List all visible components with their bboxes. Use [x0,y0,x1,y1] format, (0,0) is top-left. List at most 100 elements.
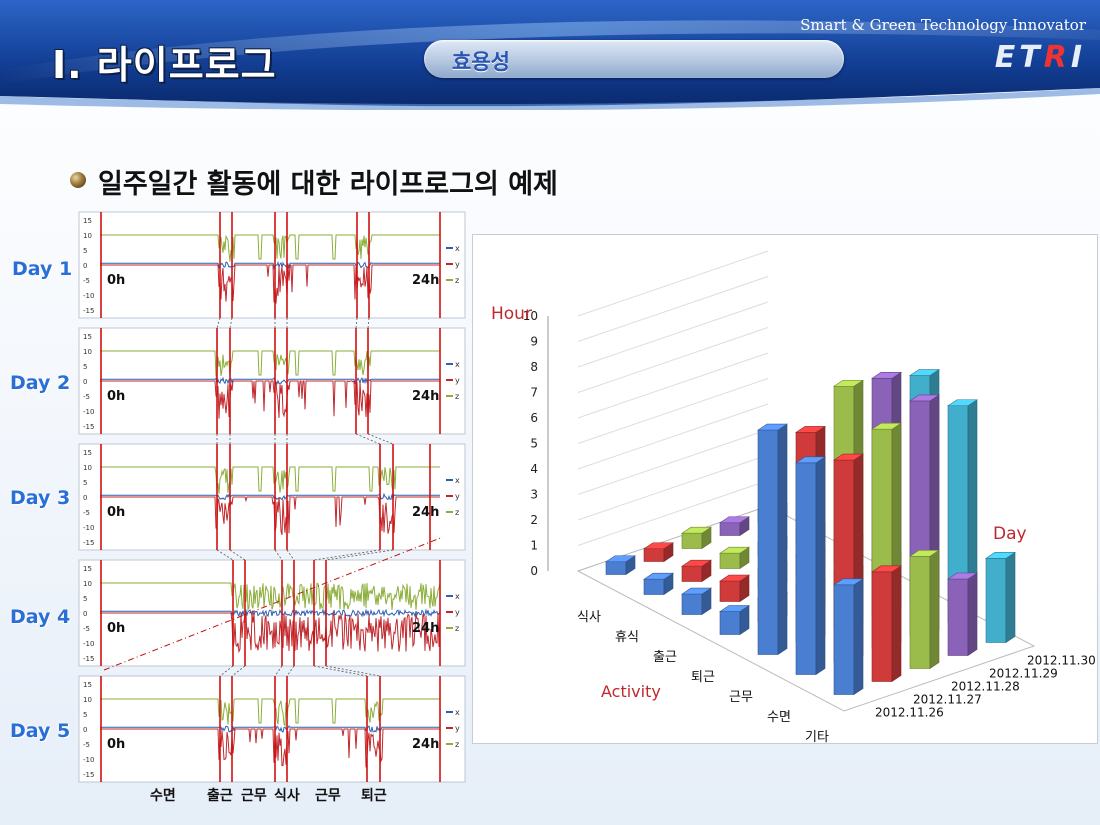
hour-tick-label: 10 [523,309,538,323]
ytick-label: -5 [83,509,90,517]
bar-front-face [643,548,665,562]
bar-top-face [871,565,902,573]
ytick-label: 0 [83,262,87,270]
ytick-label: 15 [83,681,92,689]
ytick-label: -5 [83,625,90,633]
bar-top-face [757,423,788,431]
day-panel-3: 15 10 5 0 -5 -10 -15 xyz 0h 24h [78,443,466,551]
legend-label-x: x [455,592,460,601]
bar-2012.11.26-식사 [605,555,636,576]
ytick-label: -10 [83,524,94,532]
ytick-label: 5 [83,363,87,371]
panel-connector [219,665,234,677]
series-x-line [100,260,440,270]
legend-label-x: x [455,708,460,717]
start-time-label: 0h [107,737,125,752]
bar-2012.11.27-휴식 [681,559,712,583]
bar-top-face [909,369,940,376]
section-pill-label: 효용성 [452,50,510,74]
activity-tick-label: 식사 [577,610,601,625]
series-y-line [100,728,440,768]
ytick-label: 10 [83,696,92,704]
hour-gridline [577,454,769,521]
ytick-label: 15 [83,449,92,457]
bar-top-face [719,574,750,582]
bar-front-face [719,552,741,569]
hour-tick-label: 7 [530,386,538,400]
bar-top-face [719,516,750,524]
activity-3d-chart: 0 1 2 3 4 5 6 7 8 9 10 Hour 식사 휴식 출근 퇴근 근무 수면 기타 Activity 20… [472,234,1098,745]
bar-2012.11.30-기타 [985,551,1016,644]
series-z-line [100,582,441,612]
panel-frame [78,327,466,435]
hour-tick-label: 8 [530,360,538,374]
bar-front-face [719,522,741,536]
hour-tick-label: 0 [530,564,538,578]
end-time-label: 24h [412,621,439,636]
bar-side-face [777,423,788,656]
bar-top-face [909,394,940,402]
end-time-label: 24h [412,389,439,404]
day-panel-4: 15 10 5 0 -5 -10 -15 xyz 0h 24h [78,559,466,667]
hour-gridline [577,403,769,470]
legend-label-x: x [455,244,460,253]
ytick-label: -5 [83,393,90,401]
bar-top-face [909,550,940,557]
panel-connector [216,549,234,561]
bar-2012.11.26-휴식 [643,572,674,596]
legend-label-z: z [455,508,459,517]
activity-label-work2: 근무 [315,788,341,804]
bar-top-face [681,526,712,534]
legend-label-y: y [455,260,460,269]
bar-2012.11.26-기타 [833,578,864,696]
panel-connector [216,317,221,329]
panel-connector [231,665,246,677]
trend-diagonal [103,536,444,671]
ytick-label: 10 [83,464,92,472]
bar-front-face [909,555,931,669]
activity-tick-label: 출근 [653,650,677,665]
legend-label-y: y [455,608,460,617]
bar-side-face [891,565,902,683]
bar-2012.11.27-식사 [643,542,674,563]
activity-tick-label: 휴식 [615,630,639,645]
ytick-label: 5 [83,247,87,255]
series-x-line [100,492,440,501]
bar-top-face [947,572,978,580]
bar-side-face [967,572,978,657]
ytick-label: -15 [83,771,94,779]
ytick-label: 15 [83,217,92,225]
bar-top-face [871,422,902,430]
panel-frame [78,443,466,551]
ytick-label: -10 [83,292,94,300]
series-z-line [100,466,440,494]
ytick-label: -10 [83,640,94,648]
bar-2012.11.29-식사 [719,516,750,537]
bar-2012.11.28-기타 [909,549,940,670]
legend-label-z: z [455,276,459,285]
ytick-label: -10 [83,756,94,764]
bar-side-face [929,549,940,670]
slide-title: I. 라이프로그 [52,43,277,87]
bar-front-face [643,578,665,595]
legend-label-y: y [455,376,460,385]
bar-top-face [681,587,712,595]
ytick-label: -5 [83,741,90,749]
legend-label-z: z [455,624,459,633]
ytick-label: 5 [83,595,87,603]
bar-2012.11.30-수면 [947,399,978,624]
bar-top-face [681,559,712,567]
panel-connector [367,433,394,445]
bar-front-face [871,571,893,682]
panel-connector [325,665,381,677]
ytick-label: 10 [83,580,92,588]
panel-connector [286,549,295,561]
panel-frame [78,675,466,783]
series-z-line [100,698,440,728]
bar-front-face [681,565,703,582]
panel-connector [229,549,246,561]
hour-tick-label: 3 [530,488,538,502]
panel-connector [313,665,368,677]
ytick-label: 15 [83,333,92,341]
bar-2012.11.26-출근 [681,587,712,616]
